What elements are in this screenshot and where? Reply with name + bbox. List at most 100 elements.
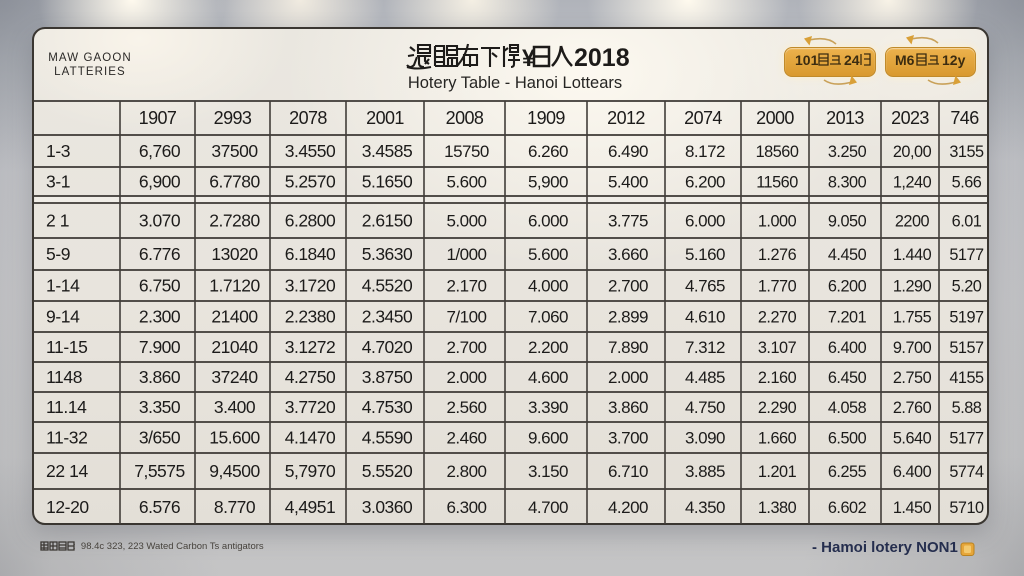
svg-text:2 1: 2 1 — [46, 211, 69, 231]
svg-text:2.200: 2.200 — [528, 338, 568, 357]
svg-text:3.390: 3.390 — [528, 398, 568, 417]
svg-text:4.2750: 4.2750 — [285, 367, 336, 387]
svg-text:6.01: 6.01 — [952, 213, 982, 231]
svg-text:2.6150: 2.6150 — [362, 211, 413, 231]
svg-text:2.3450: 2.3450 — [362, 307, 413, 327]
svg-text:2.000: 2.000 — [608, 368, 648, 387]
svg-text:11.14: 11.14 — [46, 397, 87, 417]
svg-text:2.170: 2.170 — [446, 277, 486, 296]
svg-text:5774: 5774 — [949, 463, 984, 481]
svg-text:5177: 5177 — [949, 430, 984, 448]
svg-text:1.276: 1.276 — [758, 246, 797, 264]
svg-text:5.88: 5.88 — [952, 399, 982, 417]
svg-text:2.560: 2.560 — [446, 398, 486, 417]
svg-text:2012: 2012 — [607, 108, 645, 128]
svg-text:6.7780: 6.7780 — [209, 172, 260, 192]
svg-text:5.2570: 5.2570 — [285, 172, 336, 192]
svg-text:4.610: 4.610 — [685, 308, 725, 327]
svg-text:6.576: 6.576 — [139, 497, 180, 517]
svg-text:6.200: 6.200 — [828, 278, 867, 296]
svg-text:7.890: 7.890 — [608, 338, 648, 357]
svg-text:1909: 1909 — [527, 108, 565, 128]
svg-text:5,900: 5,900 — [528, 173, 568, 192]
svg-text:4.5590: 4.5590 — [362, 428, 413, 448]
svg-text:6.450: 6.450 — [828, 369, 867, 387]
svg-text:2018: 2018 — [574, 44, 630, 72]
svg-text:9,4500: 9,4500 — [209, 461, 260, 481]
svg-text:8.770: 8.770 — [214, 497, 256, 517]
svg-text:1.380: 1.380 — [758, 499, 797, 517]
svg-text:1.450: 1.450 — [893, 499, 932, 517]
svg-text:3.350: 3.350 — [139, 397, 181, 417]
svg-text:3.1272: 3.1272 — [285, 337, 336, 357]
svg-text:2.750: 2.750 — [893, 369, 932, 387]
svg-text:5.1650: 5.1650 — [362, 172, 413, 192]
svg-text:1.000: 1.000 — [758, 213, 797, 231]
svg-text:746: 746 — [950, 108, 979, 128]
svg-text:4.350: 4.350 — [685, 498, 725, 517]
svg-text:¥: ¥ — [522, 45, 536, 72]
svg-text:101: 101 — [795, 52, 819, 68]
svg-text:5.640: 5.640 — [893, 430, 932, 448]
svg-text:2.800: 2.800 — [446, 462, 486, 481]
svg-text:2008: 2008 — [446, 108, 484, 128]
svg-text:15750: 15750 — [444, 142, 489, 161]
svg-text:6.400: 6.400 — [828, 339, 867, 357]
svg-text:7,5575: 7,5575 — [134, 461, 185, 481]
svg-text:5,7970: 5,7970 — [285, 461, 336, 481]
svg-text:3.860: 3.860 — [139, 367, 181, 387]
svg-text:37500: 37500 — [211, 141, 258, 161]
svg-text:1.290: 1.290 — [893, 278, 932, 296]
svg-text:3.7720: 3.7720 — [285, 397, 336, 417]
svg-text:3.400: 3.400 — [214, 397, 256, 417]
svg-text:4,4951: 4,4951 — [285, 497, 336, 517]
svg-text:2.2380: 2.2380 — [285, 307, 336, 327]
svg-text:4.765: 4.765 — [685, 277, 725, 296]
svg-text:1148: 1148 — [46, 367, 82, 387]
svg-text:1-14: 1-14 — [46, 276, 80, 296]
svg-text:3.885: 3.885 — [685, 462, 725, 481]
svg-text:4.1470: 4.1470 — [285, 428, 336, 448]
svg-text:2.300: 2.300 — [139, 307, 181, 327]
svg-text:22 14: 22 14 — [46, 461, 88, 481]
svg-text:4.7020: 4.7020 — [362, 337, 413, 357]
svg-text:11-32: 11-32 — [46, 428, 87, 448]
svg-text:6.500: 6.500 — [828, 430, 867, 448]
svg-text:1.660: 1.660 — [758, 430, 797, 448]
svg-text:5.20: 5.20 — [952, 278, 982, 296]
svg-text:6.255: 6.255 — [828, 463, 867, 481]
svg-text:M6: M6 — [895, 52, 915, 68]
svg-text:18560: 18560 — [756, 143, 799, 161]
svg-text:12y: 12y — [942, 52, 966, 68]
svg-text:11-15: 11-15 — [46, 337, 87, 357]
svg-text:3.070: 3.070 — [139, 211, 181, 231]
svg-text:3.4550: 3.4550 — [285, 141, 336, 161]
svg-text:21040: 21040 — [211, 337, 258, 357]
svg-text:1.440: 1.440 — [893, 246, 932, 264]
svg-text:9.600: 9.600 — [528, 429, 568, 448]
svg-text:5-9: 5-9 — [46, 244, 70, 264]
svg-text:2074: 2074 — [684, 108, 722, 128]
svg-text:2.700: 2.700 — [608, 277, 648, 296]
svg-text:4.750: 4.750 — [685, 398, 725, 417]
svg-text:3-1: 3-1 — [46, 172, 70, 192]
svg-text:11560: 11560 — [756, 174, 798, 192]
svg-text:2.460: 2.460 — [446, 429, 486, 448]
svg-text:3/650: 3/650 — [139, 428, 181, 448]
svg-text:15.600: 15.600 — [209, 428, 260, 448]
svg-text:5.160: 5.160 — [685, 245, 725, 264]
svg-text:5.600: 5.600 — [446, 173, 486, 192]
svg-text:4.7530: 4.7530 — [362, 397, 413, 417]
svg-text:3.775: 3.775 — [608, 212, 648, 231]
svg-text:3.860: 3.860 — [608, 398, 648, 417]
svg-text:6.602: 6.602 — [828, 499, 867, 517]
svg-text:7.900: 7.900 — [139, 337, 181, 357]
svg-text:6.000: 6.000 — [685, 212, 725, 231]
svg-text:2.270: 2.270 — [758, 309, 797, 327]
svg-text:6.200: 6.200 — [685, 173, 725, 192]
svg-text:4155: 4155 — [949, 369, 984, 387]
svg-text:9.050: 9.050 — [828, 213, 867, 231]
svg-text:6.300: 6.300 — [446, 498, 486, 517]
svg-text:6.710: 6.710 — [608, 462, 648, 481]
svg-text:3.090: 3.090 — [685, 429, 725, 448]
